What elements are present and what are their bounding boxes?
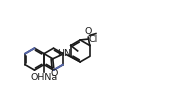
Text: HN: HN — [57, 49, 71, 58]
Text: OHNa: OHNa — [30, 73, 58, 82]
Text: Cl: Cl — [89, 35, 98, 44]
Text: O: O — [84, 27, 92, 36]
Text: O: O — [50, 69, 57, 78]
